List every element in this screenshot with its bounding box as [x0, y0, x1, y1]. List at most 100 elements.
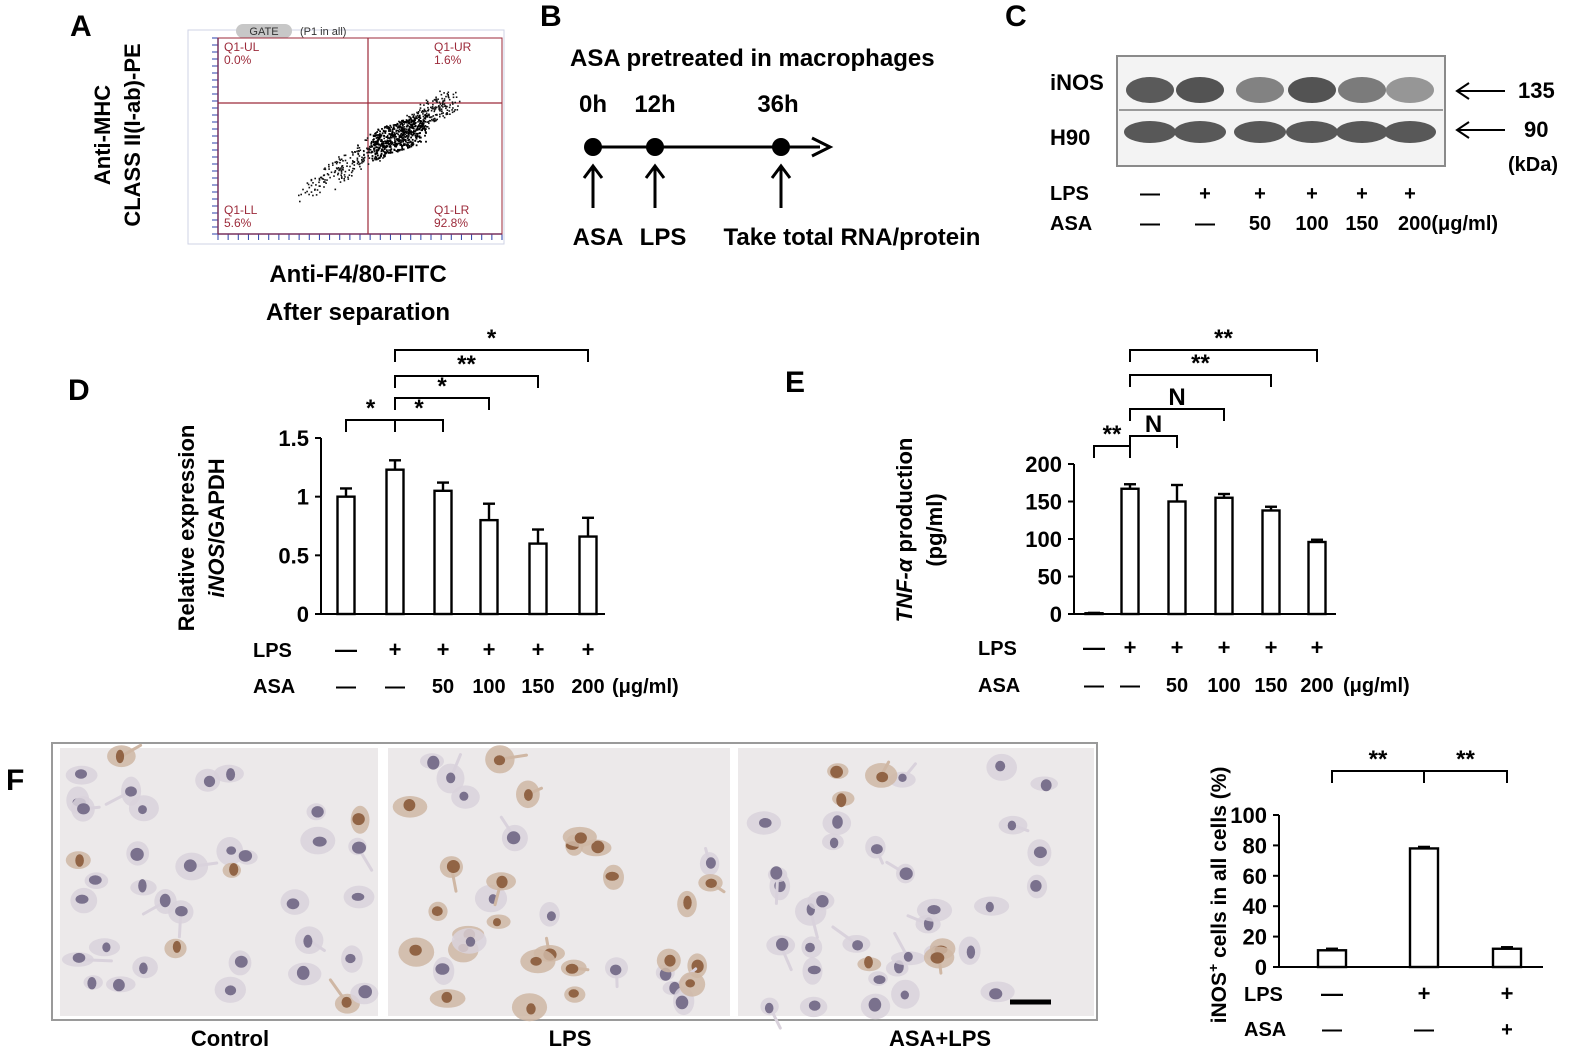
flow-event	[415, 137, 418, 140]
lps-row-label: LPS	[1244, 984, 1283, 1006]
flow-event	[323, 174, 326, 176]
asa-value: —	[1322, 1019, 1342, 1041]
flow-event	[401, 134, 404, 137]
flow-event	[439, 113, 441, 116]
flow-event	[394, 143, 397, 145]
inos-band	[1176, 77, 1224, 103]
chart-f-ylabel-text: iNOS+ cells in all cells (%)	[1205, 767, 1231, 1024]
timepoint-0h	[584, 138, 602, 156]
flow-event	[340, 170, 343, 173]
flow-event	[401, 128, 403, 131]
cell-nucleus	[75, 769, 87, 779]
h90-band	[1124, 121, 1176, 143]
significance-label: *	[366, 395, 376, 422]
flow-event	[393, 128, 396, 130]
panel-label-f: F	[6, 764, 24, 797]
flow-event	[358, 155, 361, 157]
flow-event	[333, 175, 335, 177]
chart-e-ylabel-line1: TNF-α production	[892, 438, 917, 623]
flow-event	[388, 145, 391, 148]
flow-event	[417, 111, 420, 113]
flow-event	[399, 148, 401, 151]
flow-event	[442, 115, 444, 117]
flow-event	[411, 134, 414, 137]
flow-event	[380, 143, 383, 146]
flow-event	[391, 133, 394, 136]
cell-nucleus	[358, 985, 373, 999]
chart-f-ylabel-rest: cells in all cells (%)	[1208, 767, 1231, 964]
flow-event	[314, 177, 316, 180]
flow-event	[382, 141, 385, 143]
event-asa: ASA	[573, 224, 624, 251]
flow-event	[376, 146, 379, 149]
flow-event	[351, 151, 353, 153]
flow-event	[428, 127, 430, 130]
significance-bracket	[1129, 408, 1225, 421]
flow-plot: GATE (P1 in all) Q1-UL 0.0% Q1-UR 1.6% Q…	[187, 24, 505, 245]
flow-event	[363, 159, 365, 162]
flow-event	[419, 122, 421, 125]
cell-nucleus	[139, 962, 148, 975]
blot-bands	[1119, 77, 1443, 143]
flow-event	[369, 133, 372, 136]
flow-event	[451, 109, 453, 111]
bar	[1120, 487, 1140, 616]
flow-event	[389, 130, 392, 132]
flow-event	[391, 130, 394, 133]
flow-event	[328, 163, 330, 166]
flow-event	[368, 147, 371, 150]
flow-event	[393, 135, 396, 137]
flow-event	[411, 120, 414, 123]
flow-event	[399, 121, 401, 124]
blot-lps-value: +	[1199, 183, 1211, 205]
lps-row-label: LPS	[978, 638, 1017, 660]
flow-event	[402, 140, 405, 143]
micrograph-label-lps: LPS	[549, 1026, 592, 1051]
gate-label: GATE	[249, 26, 278, 38]
flow-event	[363, 156, 366, 159]
cell-nucleus	[224, 985, 237, 996]
flow-event	[412, 133, 414, 136]
y-tick-label: 100	[1230, 803, 1267, 828]
cell-nucleus	[303, 934, 313, 948]
cell-nucleus	[927, 905, 941, 915]
lps-value: —	[1083, 635, 1105, 660]
flow-event	[420, 125, 422, 127]
q1-ll-name: Q1-LL	[224, 203, 258, 217]
flow-xlabel: Anti-F4/80-FITC	[269, 261, 446, 288]
flow-event	[429, 116, 431, 119]
cell-nucleus	[130, 847, 144, 861]
flow-event	[426, 126, 429, 128]
flow-event	[419, 120, 421, 122]
blot-asa-label: ASA	[1050, 213, 1092, 235]
cell-nucleus	[610, 964, 622, 976]
flow-event	[394, 145, 396, 148]
flow-event	[374, 152, 377, 155]
flow-event	[373, 135, 376, 137]
flow-event	[452, 103, 454, 105]
flow-event	[447, 95, 450, 98]
flow-event	[376, 141, 379, 143]
bar	[1408, 847, 1440, 969]
flow-event	[414, 139, 417, 142]
cell-nucleus	[807, 965, 821, 975]
flow-event	[399, 134, 402, 136]
flow-event	[401, 120, 404, 123]
micrograph-panel	[60, 748, 378, 1016]
asa-value: —	[336, 676, 356, 698]
flow-event	[356, 150, 358, 153]
cell-nucleus	[352, 841, 366, 854]
flow-event	[392, 143, 395, 146]
flow-event	[405, 120, 408, 123]
flow-event	[375, 143, 378, 146]
flow-event	[380, 134, 383, 137]
cell-nucleus	[995, 760, 1006, 772]
q1-ur-value: 1.6%	[434, 53, 462, 67]
flow-event	[408, 121, 411, 124]
flow-event	[428, 122, 430, 125]
gate-detail: (P1 in all)	[300, 26, 346, 38]
chart-d-ylabel-line1: Relative expression	[174, 425, 199, 632]
flow-event	[395, 132, 398, 135]
lps-value: +	[1418, 981, 1431, 1006]
band-label-h90: H90	[1050, 125, 1090, 150]
